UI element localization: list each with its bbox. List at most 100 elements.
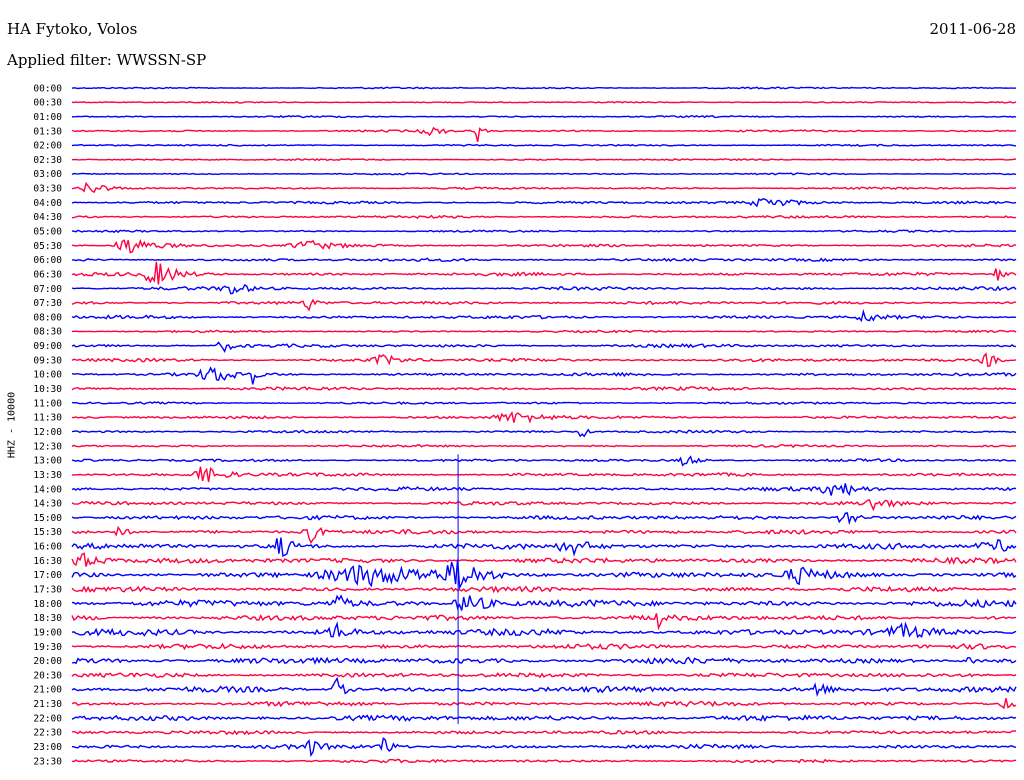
trace-row xyxy=(71,613,1017,631)
time-label: 14:30 xyxy=(33,499,62,510)
time-label: 21:00 xyxy=(33,685,62,696)
trace-row xyxy=(71,126,1017,142)
trace-row xyxy=(71,100,1017,104)
trace-row xyxy=(71,585,1017,594)
trace-row xyxy=(72,257,1017,263)
trace-row xyxy=(71,512,1017,526)
time-label: 02:00 xyxy=(33,141,62,152)
trace-row xyxy=(71,758,1017,764)
time-label: 09:30 xyxy=(33,355,62,366)
time-label: 23:00 xyxy=(33,742,62,753)
trace-row xyxy=(71,499,1017,512)
trace-row xyxy=(71,537,1017,557)
trace-row xyxy=(71,737,1017,758)
trace-row xyxy=(71,114,1017,119)
applied-filter: Applied filter: WWSSN-SP xyxy=(7,51,207,69)
time-label: 13:00 xyxy=(33,456,62,467)
trace-row xyxy=(71,385,1017,392)
trace-row xyxy=(71,729,1017,736)
time-label: 00:00 xyxy=(33,83,62,94)
time-label: 02:30 xyxy=(33,155,62,166)
time-label: 00:30 xyxy=(33,98,62,109)
trace-row xyxy=(71,329,1017,334)
time-label: 04:00 xyxy=(33,198,62,209)
trace-row xyxy=(71,298,1016,312)
trace-row xyxy=(71,525,1017,545)
time-label: 22:30 xyxy=(33,728,62,739)
trace-row xyxy=(71,656,1017,665)
trace-row xyxy=(71,352,1017,368)
time-label: 20:30 xyxy=(33,670,62,681)
trace-row xyxy=(71,466,1017,483)
time-label: 18:00 xyxy=(33,599,62,610)
time-label: 17:00 xyxy=(33,570,62,581)
time-label: 06:30 xyxy=(33,269,62,280)
time-label: 07:30 xyxy=(33,298,62,309)
trace-row xyxy=(71,455,1017,467)
time-label: 10:00 xyxy=(33,370,62,381)
time-label: 15:30 xyxy=(33,527,62,538)
trace-row xyxy=(71,559,1017,590)
trace-row xyxy=(71,428,1017,438)
time-label: 23:30 xyxy=(33,756,62,767)
trace-row xyxy=(71,86,1017,90)
time-label: 12:00 xyxy=(33,427,62,438)
trace-row xyxy=(71,672,1017,679)
trace-row xyxy=(71,483,1017,497)
time-label: 11:00 xyxy=(33,398,62,409)
trace-row xyxy=(71,284,1017,295)
time-label: 06:00 xyxy=(33,255,62,266)
trace-row xyxy=(71,308,1017,323)
trace-row xyxy=(71,401,1017,405)
trace-row xyxy=(71,238,1017,254)
trace-row xyxy=(71,143,1017,147)
time-label: 04:30 xyxy=(33,212,62,223)
trace-row xyxy=(71,261,1017,285)
time-label: 01:00 xyxy=(33,112,62,123)
trace-row xyxy=(71,676,1017,698)
time-label: 15:00 xyxy=(33,513,62,524)
time-label: 17:30 xyxy=(33,585,62,596)
station-name: HA Fytoko, Volos xyxy=(7,20,138,38)
time-label: 10:30 xyxy=(33,384,62,395)
time-label: 22:00 xyxy=(33,713,62,724)
time-label: 19:00 xyxy=(33,627,62,638)
time-label: 07:00 xyxy=(33,284,62,295)
trace-row xyxy=(71,341,1017,354)
time-label: 19:30 xyxy=(33,642,62,653)
time-label: 08:00 xyxy=(33,312,62,323)
time-label: 05:00 xyxy=(33,227,62,238)
time-label: 12:30 xyxy=(33,441,62,452)
time-label: 01:30 xyxy=(33,126,62,137)
time-label: 03:30 xyxy=(33,184,62,195)
time-label: 11:30 xyxy=(33,413,62,424)
time-label: 16:30 xyxy=(33,556,62,567)
time-label: 03:00 xyxy=(33,169,62,180)
time-label: 18:30 xyxy=(33,613,62,624)
trace-row xyxy=(71,198,1017,208)
time-label: 09:00 xyxy=(33,341,62,352)
trace-row xyxy=(71,181,1017,194)
trace-row xyxy=(71,229,1017,234)
record-date: 2011-06-28 xyxy=(929,20,1016,38)
trace-row xyxy=(71,172,1017,176)
time-label: 16:00 xyxy=(33,542,62,553)
trace-row xyxy=(71,214,1017,219)
trace-row xyxy=(71,410,1017,424)
time-label: 20:00 xyxy=(33,656,62,667)
time-label: 08:30 xyxy=(33,327,62,338)
trace-row xyxy=(71,698,1017,710)
trace-row xyxy=(71,552,1017,567)
time-label: 05:30 xyxy=(33,241,62,252)
trace-row xyxy=(71,366,1017,385)
trace-row xyxy=(71,594,1017,611)
trace-row xyxy=(71,714,1017,722)
trace-row xyxy=(71,158,1017,162)
trace-row xyxy=(71,444,1017,449)
trace-row xyxy=(71,642,1017,651)
trace-row xyxy=(71,621,1017,639)
time-label: 14:00 xyxy=(33,484,62,495)
time-label: 21:30 xyxy=(33,699,62,710)
time-label: 13:30 xyxy=(33,470,62,481)
